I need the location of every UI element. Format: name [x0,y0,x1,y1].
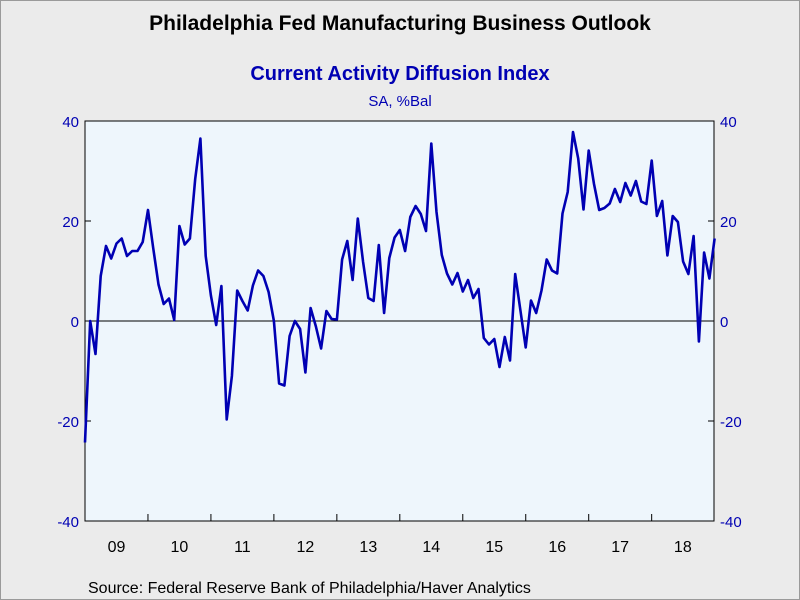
chart-subtitle: Current Activity Diffusion Index [250,63,549,85]
chart-units: SA, %Bal [368,93,431,110]
y-tick-label-right: 40 [720,114,737,131]
x-tick-label: 13 [359,539,377,556]
x-tick-label: 11 [234,539,251,556]
y-tick-label-right: -40 [720,514,742,531]
y-tick-label-left: -20 [57,414,79,431]
y-tick-label-left: 40 [62,114,79,131]
x-tick-label: 16 [548,539,566,556]
y-tick-label-left: 20 [62,214,79,231]
x-axis: 09 10 11 12 13 14 15 16 17 18 [108,514,692,556]
chart-title: Philadelphia Fed Manufacturing Business … [149,12,651,35]
y-tick-label-right: 0 [720,314,728,331]
x-tick-label: 12 [296,539,314,556]
x-tick-label: 15 [485,539,503,556]
x-tick-label: 17 [611,539,629,556]
x-tick-label: 10 [171,539,189,556]
y-tick-label-right: 20 [720,214,737,231]
y-axis-left: 40 20 0 -20 -40 [57,114,91,531]
source-note: Source: Federal Reserve Bank of Philadel… [88,580,531,597]
x-tick-label: 18 [674,539,692,556]
x-tick-label: 09 [108,539,126,556]
y-tick-label-left: 0 [71,314,79,331]
y-axis-right: 40 20 0 -20 -40 [708,114,742,531]
series-line [83,130,716,443]
y-tick-label-right: -20 [720,414,742,431]
y-tick-label-left: -40 [57,514,79,531]
x-tick-label: 14 [422,539,440,556]
